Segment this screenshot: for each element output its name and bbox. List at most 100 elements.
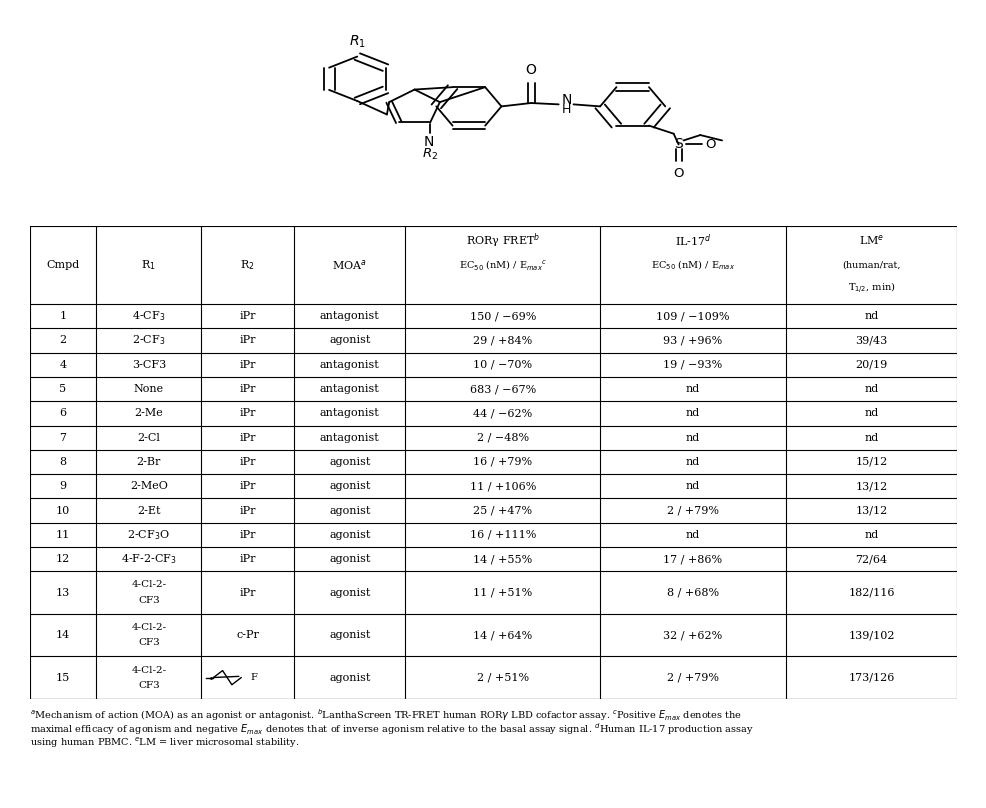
Text: EC$_{50}$ (nM) / E$_{max}$$^c$: EC$_{50}$ (nM) / E$_{max}$$^c$: [458, 258, 546, 272]
Text: 39/43: 39/43: [855, 335, 886, 346]
Text: N: N: [561, 94, 571, 107]
Text: nd: nd: [864, 432, 878, 443]
Text: nd: nd: [685, 408, 699, 419]
Text: iPr: iPr: [240, 408, 255, 419]
Text: 3-CF3: 3-CF3: [131, 360, 166, 370]
Text: 5: 5: [59, 384, 66, 394]
Text: 11: 11: [56, 530, 70, 540]
Text: iPr: iPr: [240, 311, 255, 321]
Text: 139/102: 139/102: [847, 630, 894, 640]
Text: 14 / +64%: 14 / +64%: [472, 630, 531, 640]
Text: LM$^e$: LM$^e$: [858, 234, 883, 247]
Text: 11 / +51%: 11 / +51%: [472, 587, 531, 598]
Text: 15: 15: [56, 672, 70, 683]
Text: 4-Cl-2-: 4-Cl-2-: [131, 580, 167, 590]
Text: 10: 10: [56, 506, 70, 516]
Text: 72/64: 72/64: [855, 554, 886, 564]
Text: R$_2$: R$_2$: [422, 147, 438, 162]
Text: 13: 13: [56, 587, 70, 598]
Text: 15/12: 15/12: [855, 457, 886, 467]
Text: antagonist: antagonist: [319, 360, 380, 370]
Text: 20/19: 20/19: [855, 360, 886, 370]
Text: 14 / +55%: 14 / +55%: [472, 554, 531, 564]
Text: Cmpd: Cmpd: [46, 260, 80, 270]
Text: iPr: iPr: [240, 587, 255, 598]
Text: c-Pr: c-Pr: [236, 630, 258, 640]
Text: 2: 2: [59, 335, 66, 346]
Text: nd: nd: [864, 530, 878, 540]
Text: agonist: agonist: [328, 457, 370, 467]
Text: 16 / +111%: 16 / +111%: [469, 530, 535, 540]
Text: 9: 9: [59, 482, 66, 491]
Text: agonist: agonist: [328, 554, 370, 564]
Text: 2-Et: 2-Et: [137, 506, 161, 516]
Text: CF3: CF3: [138, 681, 160, 690]
Text: iPr: iPr: [240, 506, 255, 516]
Text: 4-Cl-2-: 4-Cl-2-: [131, 666, 167, 675]
Text: 2 / +51%: 2 / +51%: [476, 672, 528, 683]
Text: T$_{1/2}$, min): T$_{1/2}$, min): [847, 281, 894, 296]
Text: 2 / −48%: 2 / −48%: [476, 432, 528, 443]
Text: iPr: iPr: [240, 360, 255, 370]
Text: iPr: iPr: [240, 384, 255, 394]
Text: iPr: iPr: [240, 432, 255, 443]
Text: 8 / +68%: 8 / +68%: [667, 587, 719, 598]
Text: EC$_{50}$ (nM) / E$_{max}$: EC$_{50}$ (nM) / E$_{max}$: [650, 259, 735, 272]
Text: 13/12: 13/12: [855, 482, 886, 491]
Text: 11 / +106%: 11 / +106%: [469, 482, 535, 491]
Text: RORγ FRET$^b$: RORγ FRET$^b$: [465, 231, 539, 250]
Text: iPr: iPr: [240, 457, 255, 467]
Text: 4-F-2-CF$_3$: 4-F-2-CF$_3$: [121, 553, 176, 566]
Text: agonist: agonist: [328, 530, 370, 540]
Text: 25 / +47%: 25 / +47%: [472, 506, 531, 516]
Text: CF3: CF3: [138, 595, 160, 604]
Text: 2-Me: 2-Me: [134, 408, 163, 419]
Text: nd: nd: [864, 384, 878, 394]
Text: 150 / −69%: 150 / −69%: [469, 311, 535, 321]
Text: agonist: agonist: [328, 506, 370, 516]
Text: O: O: [704, 138, 715, 151]
Text: 7: 7: [59, 432, 66, 443]
Text: nd: nd: [685, 530, 699, 540]
Text: iPr: iPr: [240, 530, 255, 540]
Text: 173/126: 173/126: [848, 672, 894, 683]
Text: R$_2$: R$_2$: [240, 259, 254, 272]
Text: 44 / −62%: 44 / −62%: [472, 408, 531, 419]
Text: nd: nd: [685, 457, 699, 467]
Text: 14: 14: [56, 630, 70, 640]
Text: S: S: [673, 137, 682, 151]
Text: agonist: agonist: [328, 672, 370, 683]
Text: nd: nd: [864, 408, 878, 419]
Text: 12: 12: [56, 554, 70, 564]
Text: CF3: CF3: [138, 638, 160, 647]
Text: F: F: [250, 673, 257, 682]
Text: 4: 4: [59, 360, 66, 370]
Text: maximal efficacy of agonism and negative $E_{max}$ denotes that of inverse agoni: maximal efficacy of agonism and negative…: [30, 722, 752, 738]
Text: R$_1$: R$_1$: [141, 259, 156, 272]
Text: 2 / +79%: 2 / +79%: [667, 672, 718, 683]
Text: 8: 8: [59, 457, 66, 467]
Text: 4-CF$_3$: 4-CF$_3$: [132, 309, 166, 323]
Text: nd: nd: [685, 432, 699, 443]
Text: 109 / −109%: 109 / −109%: [656, 311, 729, 321]
Text: 2 / +79%: 2 / +79%: [667, 506, 718, 516]
Text: O: O: [526, 64, 536, 78]
Text: agonist: agonist: [328, 335, 370, 346]
Text: 16 / +79%: 16 / +79%: [472, 457, 531, 467]
Text: iPr: iPr: [240, 554, 255, 564]
Text: agonist: agonist: [328, 587, 370, 598]
Text: IL-17$^d$: IL-17$^d$: [673, 232, 711, 249]
Text: 93 / +96%: 93 / +96%: [663, 335, 722, 346]
Text: 29 / +84%: 29 / +84%: [472, 335, 531, 346]
Text: nd: nd: [864, 311, 878, 321]
Text: 4-Cl-2-: 4-Cl-2-: [131, 623, 167, 632]
Text: antagonist: antagonist: [319, 384, 380, 394]
Text: antagonist: antagonist: [319, 432, 380, 443]
Text: 182/116: 182/116: [847, 587, 894, 598]
Text: O: O: [672, 166, 683, 179]
Text: (human/rat,: (human/rat,: [841, 261, 900, 270]
Text: R$_1$: R$_1$: [348, 33, 366, 50]
Text: None: None: [134, 384, 164, 394]
Text: iPr: iPr: [240, 335, 255, 346]
Text: 2-CF$_3$O: 2-CF$_3$O: [127, 528, 171, 542]
